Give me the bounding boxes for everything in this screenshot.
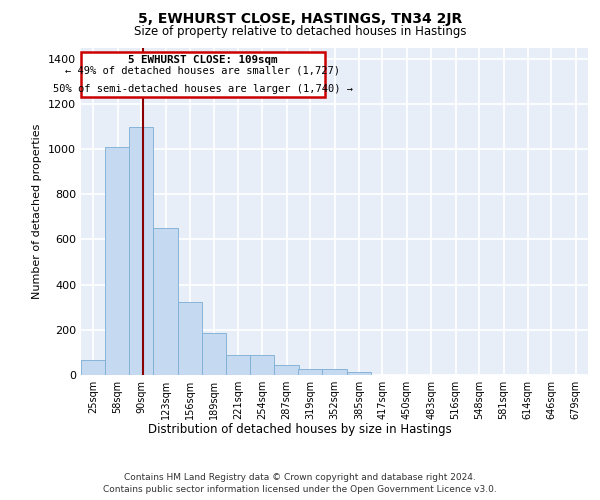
Text: Size of property relative to detached houses in Hastings: Size of property relative to detached ho… (134, 25, 466, 38)
Bar (347, 372, 371, 375)
Bar (106, 147, 130, 375)
Bar (226, 355, 250, 375)
Text: Distribution of detached houses by size in Hastings: Distribution of detached houses by size … (148, 422, 452, 436)
Bar (322, 370, 347, 375)
Bar (202, 333, 226, 375)
Bar (250, 355, 274, 375)
Text: Contains HM Land Registry data © Crown copyright and database right 2024.: Contains HM Land Registry data © Crown c… (124, 472, 476, 482)
Text: 5 EWHURST CLOSE: 109sqm: 5 EWHURST CLOSE: 109sqm (128, 55, 278, 65)
Bar (154, 228, 178, 375)
Bar (178, 302, 202, 375)
Bar (129, 126, 154, 375)
Bar (81, 360, 106, 375)
Text: 5, EWHURST CLOSE, HASTINGS, TN34 2JR: 5, EWHURST CLOSE, HASTINGS, TN34 2JR (138, 12, 462, 26)
Text: 50% of semi-detached houses are larger (1,740) →: 50% of semi-detached houses are larger (… (53, 84, 353, 94)
Text: ← 49% of detached houses are smaller (1,727): ← 49% of detached houses are smaller (1,… (65, 65, 340, 75)
Text: Contains public sector information licensed under the Open Government Licence v3: Contains public sector information licen… (103, 485, 497, 494)
Bar (298, 368, 322, 375)
FancyBboxPatch shape (81, 52, 325, 97)
Y-axis label: Number of detached properties: Number of detached properties (32, 124, 43, 299)
Bar (274, 365, 299, 375)
